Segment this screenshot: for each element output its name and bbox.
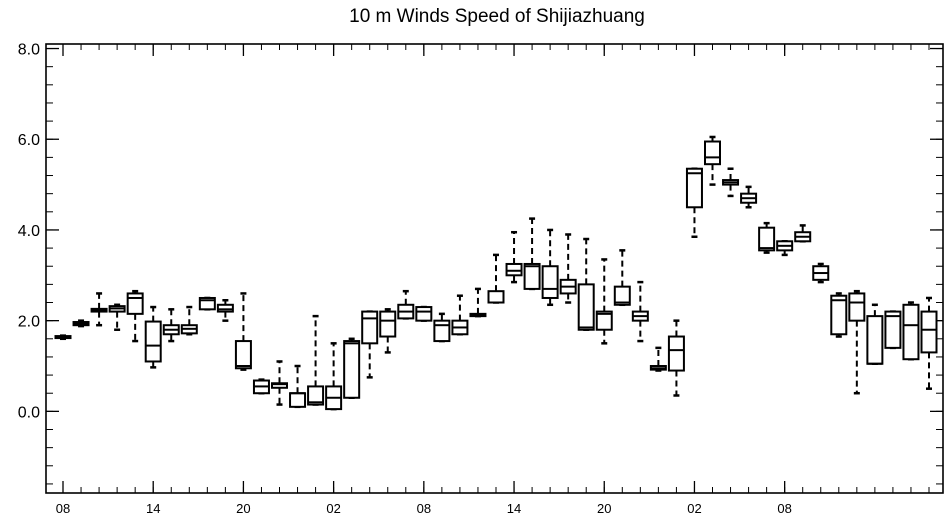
box-iqr (848, 292, 866, 322)
box-iqr (234, 340, 252, 370)
box-iqr (523, 262, 541, 290)
box-iqr (379, 310, 397, 338)
x-tick-label: 08 (417, 501, 431, 516)
plot-area: 0.0 2.0 4.0 6.0 8.0 08 14 20 02 08 14 20 02 08 (18, 42, 944, 516)
y-tick-label: 6.0 (18, 132, 40, 149)
x-tick-label: 08 (777, 501, 791, 516)
box-iqr (216, 303, 234, 313)
box-iqr (758, 226, 776, 252)
box-iqr (704, 140, 721, 166)
x-tick-label: 20 (236, 501, 250, 516)
y-tick-label: 4.0 (18, 223, 40, 240)
box-iqr (505, 262, 523, 277)
box-iqr (613, 285, 631, 306)
box-iqr (667, 335, 685, 372)
box-iqr (487, 290, 505, 304)
box-iqr (577, 283, 595, 331)
box-iqr (541, 265, 559, 299)
y-tick-label: 0.0 (18, 404, 40, 421)
y-tick-label: 2.0 (18, 314, 40, 331)
x-tick-label: 02 (326, 501, 340, 516)
x-tick-label: 14 (146, 501, 160, 516)
plot-frame (45, 43, 944, 494)
box-iqr (866, 315, 884, 365)
box-iqr (433, 319, 451, 343)
chart-title: 10 m Winds Speed of Shijiazhuang (349, 6, 645, 27)
x-tick-label: 08 (56, 501, 70, 516)
x-tick-label: 14 (507, 501, 521, 516)
box-iqr (198, 296, 216, 311)
box-iqr (343, 340, 361, 399)
box-iqr (361, 310, 379, 345)
box-iqr (884, 310, 902, 349)
box-iqr (685, 167, 703, 209)
x-tick-label: 02 (687, 501, 701, 516)
x-tick-label: 20 (597, 501, 611, 516)
y-tick-label: 8.0 (18, 42, 40, 59)
box-iqr (144, 320, 162, 363)
box-iqr (830, 294, 848, 336)
box-iqr (920, 310, 938, 354)
box-iqr (289, 392, 307, 408)
box-iqr (126, 292, 144, 315)
box-iqr (902, 303, 920, 361)
box-iqr (307, 385, 325, 406)
box-iqr (415, 306, 433, 322)
box-iqr (595, 310, 613, 331)
